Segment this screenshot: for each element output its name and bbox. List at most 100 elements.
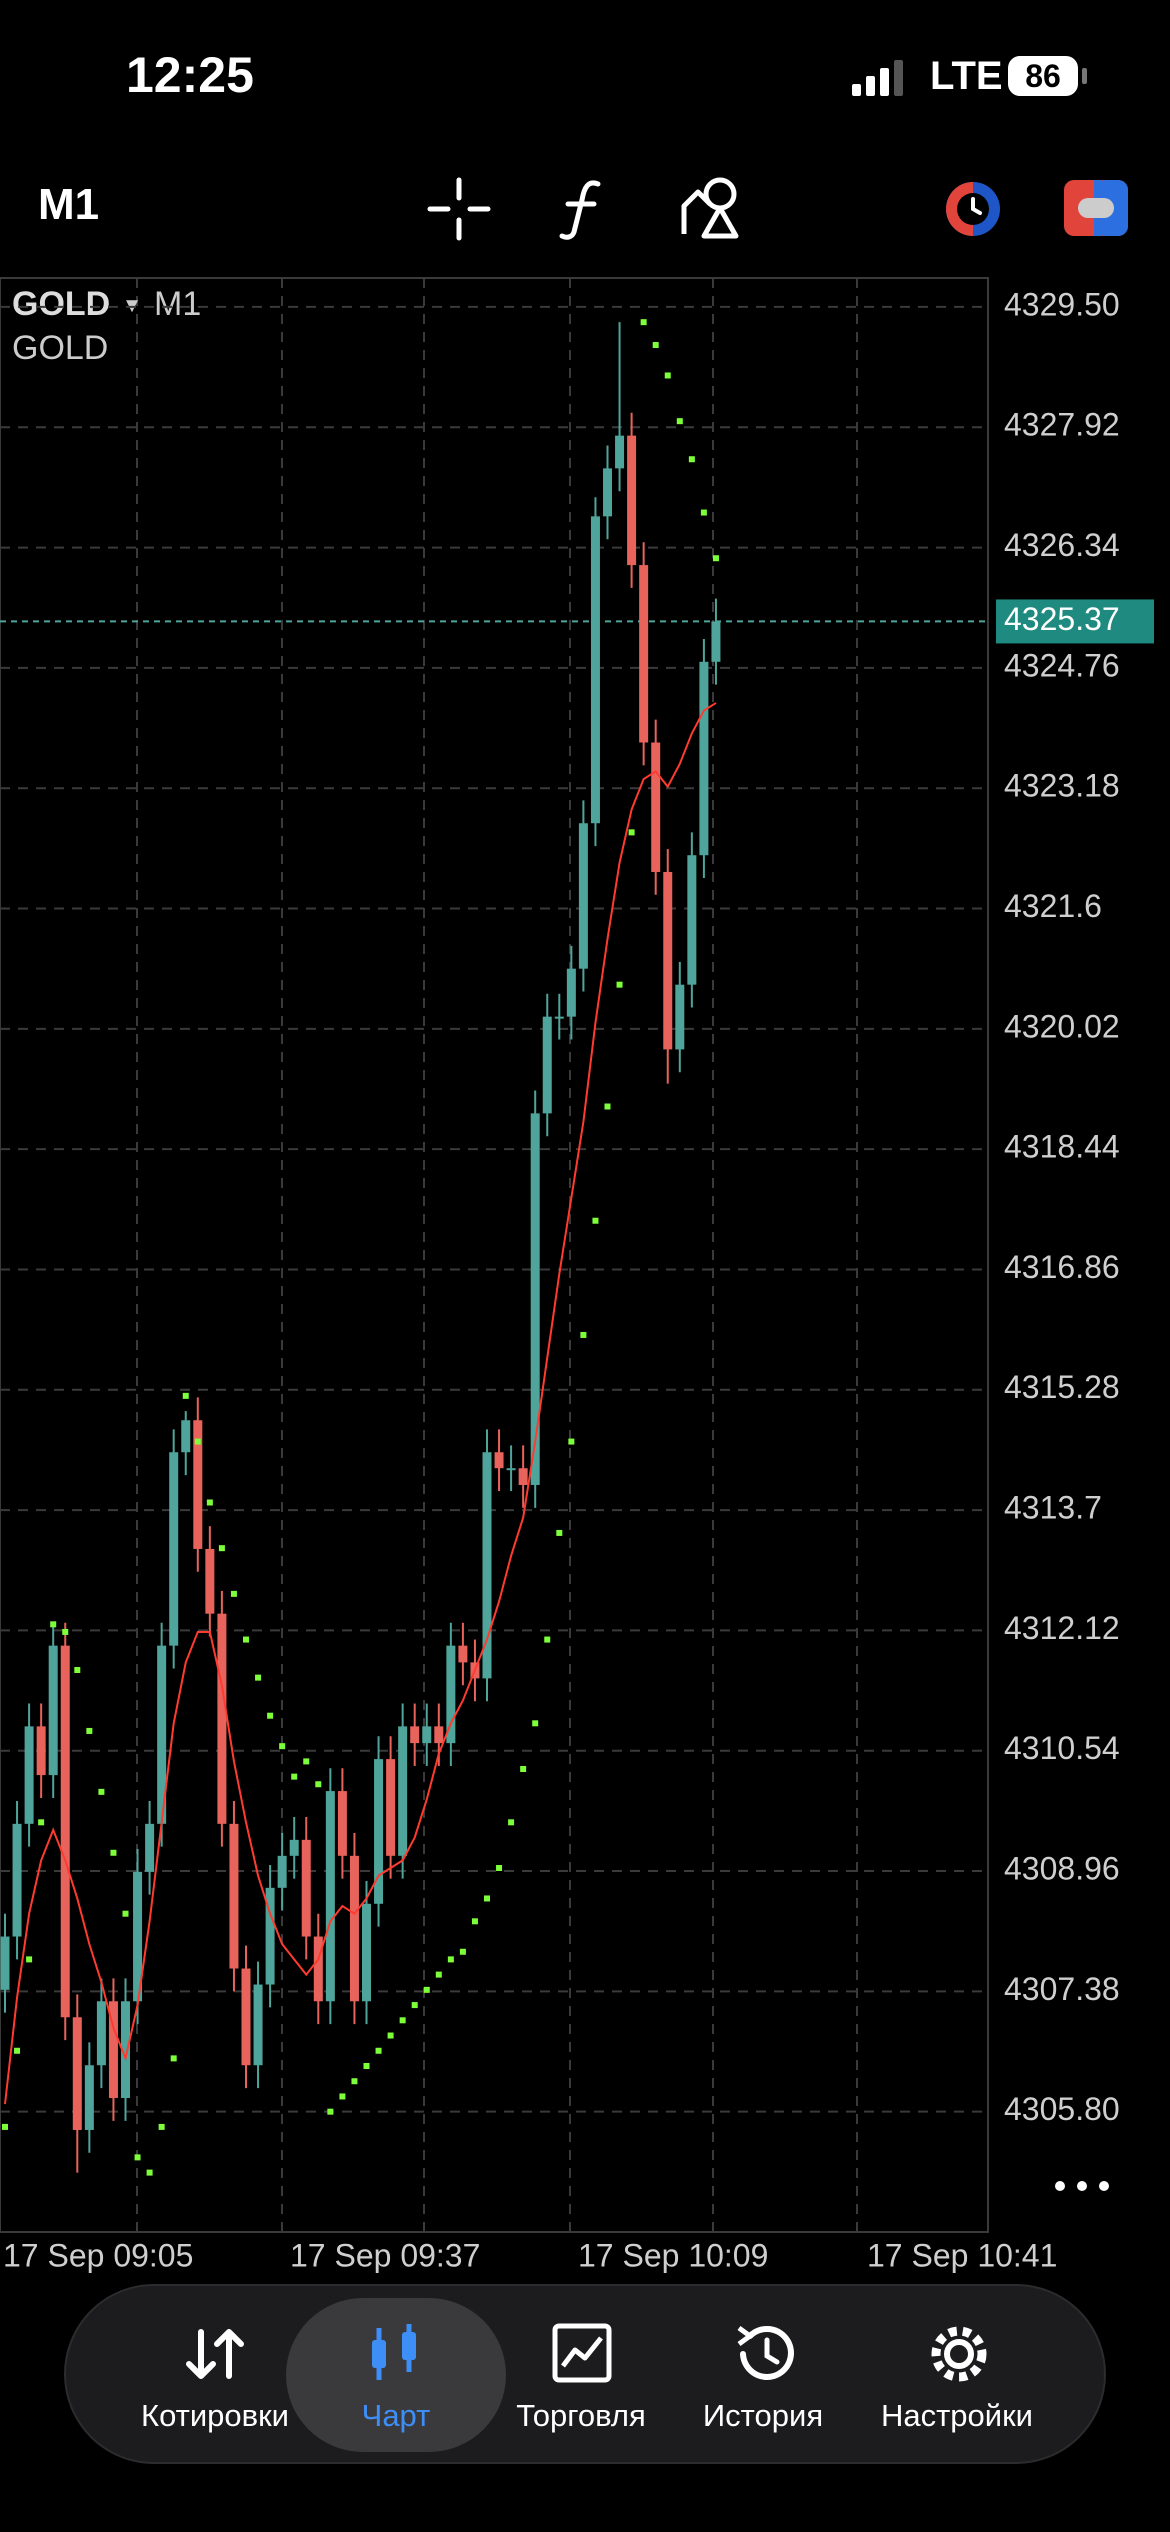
sar-dot — [134, 2154, 141, 2161]
sar-dot — [279, 1743, 286, 1750]
candle-body — [603, 468, 612, 517]
y-tick-label: 4307.38 — [1004, 1971, 1120, 2007]
signal-icon — [852, 60, 903, 96]
candle-body — [169, 1452, 179, 1646]
y-tick-label: 4313.7 — [1004, 1490, 1102, 1526]
y-tick-label: 4308.96 — [1004, 1851, 1120, 1887]
timeframe-button[interactable]: M1 — [38, 180, 100, 229]
sar-dot — [628, 829, 635, 836]
candle-body — [374, 1759, 384, 1904]
candle-body — [362, 1903, 371, 2002]
crosshair-button[interactable] — [426, 176, 492, 242]
candle-body — [410, 1726, 420, 1744]
sar-dot — [580, 1331, 587, 1338]
status-time: 12:25 — [126, 47, 254, 103]
one-click-button[interactable] — [942, 178, 1004, 240]
y-tick-label: 4326.34 — [1004, 527, 1120, 563]
sar-dot — [243, 1636, 249, 1643]
candle-body — [699, 661, 709, 856]
plot-frame — [0, 277, 989, 2233]
candle-body — [0, 1936, 10, 1990]
sar-dot — [471, 1918, 478, 1925]
tab-item[interactable]: История — [658, 2286, 868, 2462]
candle-body — [96, 2001, 106, 2066]
candle-body — [518, 1468, 528, 1485]
chart[interactable]: GOLD ▾ M1 GOLD 4329.50 4327.92 4326.34 4324… — [0, 276, 1170, 2282]
sar-dot — [98, 1788, 105, 1795]
y-tick-label: 4323.18 — [1004, 768, 1120, 804]
tab-icon — [372, 2324, 416, 2380]
candle-body — [639, 565, 649, 743]
candle-body — [530, 1113, 540, 1485]
battery: 86 — [1008, 56, 1078, 96]
tab-item[interactable]: Котировки — [110, 2286, 320, 2462]
dropdown-arrow[interactable]: ▾ — [126, 291, 138, 318]
y-tick-label: 4305.80 — [1004, 2091, 1120, 2127]
y-tick-label: 4316.86 — [1004, 1249, 1120, 1285]
candle-body — [72, 2017, 82, 2130]
candle-body — [229, 1823, 239, 1969]
sar-dot — [664, 372, 671, 379]
candle-body — [458, 1645, 468, 1663]
candle-body — [181, 1420, 191, 1453]
candle-body — [494, 1452, 504, 1469]
sar-dot — [303, 1758, 310, 1765]
tab-icon — [931, 2326, 987, 2382]
candle-body — [578, 823, 588, 969]
sar-dot — [267, 1712, 274, 1719]
tab-item[interactable]: Чарт — [286, 2298, 506, 2452]
symbol: GOLD — [12, 285, 110, 323]
sar-dot — [351, 2078, 358, 2085]
candle-body — [36, 1726, 46, 1776]
candle-body — [84, 2065, 94, 2130]
candle-body — [386, 1759, 396, 1856]
tab-item[interactable]: Торговля — [476, 2286, 686, 2462]
tab-label: Настройки — [880, 2398, 1033, 2433]
sar-dot — [218, 1545, 225, 1552]
sar-dot — [435, 1971, 442, 1978]
sar-dot — [447, 1956, 454, 1963]
sar-dot — [158, 2123, 165, 2130]
account-button[interactable] — [1064, 180, 1128, 236]
sar-dot — [230, 1590, 237, 1597]
y-tick-label: 4321.6 — [1004, 888, 1102, 924]
indicators-button[interactable] — [558, 176, 608, 242]
sar-dot — [556, 1529, 563, 1536]
tab-item[interactable]: Настройки — [852, 2286, 1062, 2462]
sar-dot — [568, 1438, 575, 1445]
sar-dot — [604, 1103, 611, 1110]
sar-dot — [532, 1720, 539, 1727]
symbol-timeframe: M1 — [154, 285, 201, 323]
x-tick-label: 17 Sep 10:41 — [867, 2237, 1057, 2273]
candle-body — [711, 621, 721, 662]
current-price-label: 4325.37 — [1004, 601, 1120, 637]
sar-dot — [122, 1910, 129, 1917]
candle-body — [48, 1645, 58, 1776]
candle-body — [313, 1936, 323, 2002]
candle-body — [422, 1726, 432, 1744]
sar-dot — [700, 509, 707, 516]
sar-dot — [399, 2017, 406, 2024]
sar-dot — [206, 1499, 213, 1506]
sar-dot — [508, 1819, 515, 1826]
sar-dot — [26, 1956, 33, 1963]
sar-dot — [86, 1727, 93, 1734]
objects-button[interactable] — [680, 174, 744, 240]
candle-body — [301, 1839, 311, 1937]
y-tick-label: 4320.02 — [1004, 1008, 1120, 1044]
candle-body — [446, 1645, 456, 1744]
battery-tip — [1082, 68, 1087, 84]
sar-dot — [170, 2055, 177, 2062]
candle-body — [289, 1839, 299, 1856]
candle-body — [434, 1726, 444, 1744]
tab-label: Чарт — [361, 2398, 431, 2433]
sar-dot — [74, 1667, 81, 1674]
sar-dot — [291, 1773, 298, 1780]
candle-body — [627, 435, 637, 566]
candle-body — [663, 871, 673, 1050]
candle-body — [675, 984, 685, 1050]
more-menu[interactable] — [1055, 2181, 1109, 2191]
candle-body — [615, 435, 625, 469]
